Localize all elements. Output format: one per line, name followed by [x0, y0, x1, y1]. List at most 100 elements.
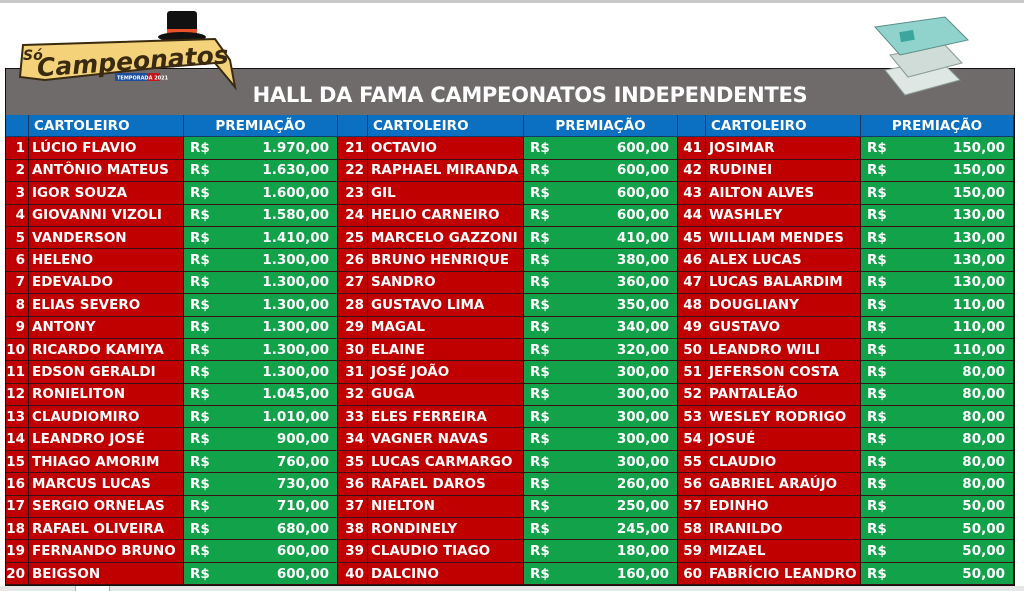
prize-value: 50,00	[962, 565, 1005, 582]
prize-cell: R$ 340,00	[524, 316, 678, 339]
rank-cell: 38	[338, 518, 368, 541]
prize-cell: R$ 1.300,00	[184, 361, 338, 384]
prize-cell: R$ 1.045,00	[184, 383, 338, 407]
prize-cell: R$ 1.580,00	[184, 204, 338, 227]
player-name-cell: RAFAEL OLIVEIRA	[29, 518, 184, 541]
currency-symbol: R$	[867, 184, 887, 201]
currency-symbol: R$	[190, 140, 210, 157]
prize-value: 760,00	[276, 453, 329, 470]
rank-cell: 13	[6, 406, 29, 429]
prize-value: 350,00	[616, 296, 669, 313]
rank-cell: 55	[678, 450, 706, 474]
rank-cell: 37	[338, 495, 368, 519]
currency-symbol: R$	[867, 207, 887, 224]
player-name-cell: RAFAEL DAROS	[368, 473, 524, 496]
rank-cell: 47	[678, 271, 706, 295]
prize-cell: R$ 80,00	[861, 473, 1014, 496]
currency-symbol: R$	[530, 408, 550, 425]
rank-cell: 8	[6, 294, 29, 317]
hall-of-fame-sheet: HALL DA FAMA CAMPEONATOS INDEPENDENTES C…	[5, 68, 1015, 586]
rank-cell: 7	[6, 271, 29, 295]
prize-value: 130,00	[952, 229, 1005, 246]
prize-cell: R$ 1.300,00	[184, 316, 338, 339]
header-premiacao: PREMIAÇÃO	[524, 115, 678, 138]
rank-cell: 25	[338, 226, 368, 250]
prize-value: 600,00	[616, 207, 669, 224]
prize-cell: R$ 300,00	[524, 406, 678, 429]
currency-symbol: R$	[530, 229, 550, 246]
rank-cell: 51	[678, 361, 706, 384]
player-name-cell: JOSÉ JOÃO	[368, 361, 524, 384]
currency-symbol: R$	[190, 475, 210, 492]
rank-cell: 42	[678, 159, 706, 183]
prize-cell: R$ 150,00	[861, 182, 1014, 205]
header-rank-blank	[6, 115, 29, 138]
prize-value: 160,00	[616, 565, 669, 582]
currency-symbol: R$	[867, 319, 887, 336]
rank-cell: 31	[338, 361, 368, 384]
currency-symbol: R$	[530, 296, 550, 313]
rank-cell: 12	[6, 383, 29, 407]
prize-cell: R$ 50,00	[861, 562, 1014, 586]
prize-value: 1.300,00	[262, 274, 329, 291]
prize-cell: R$ 730,00	[184, 473, 338, 496]
currency-symbol: R$	[190, 543, 210, 560]
player-name-cell: HELIO CARNEIRO	[368, 204, 524, 227]
rank-cell: 36	[338, 473, 368, 496]
currency-symbol: R$	[530, 274, 550, 291]
prize-value: 50,00	[962, 498, 1005, 515]
rank-cell: 60	[678, 562, 706, 586]
player-name-cell: GIL	[368, 182, 524, 205]
currency-symbol: R$	[867, 363, 887, 380]
prize-value: 600,00	[616, 162, 669, 179]
prize-cell: R$ 110,00	[861, 338, 1014, 362]
currency-symbol: R$	[190, 162, 210, 179]
currency-symbol: R$	[867, 386, 887, 403]
rank-cell: 59	[678, 540, 706, 563]
prize-cell: R$ 350,00	[524, 294, 678, 317]
rank-cell: 57	[678, 495, 706, 519]
currency-symbol: R$	[867, 274, 887, 291]
prize-value: 80,00	[962, 408, 1005, 425]
prize-value: 900,00	[276, 431, 329, 448]
prize-cell: R$ 360,00	[524, 271, 678, 295]
player-name-cell: WASHLEY	[706, 204, 861, 227]
prize-cell: R$ 50,00	[861, 495, 1014, 519]
player-name-cell: JOSUÉ	[706, 428, 861, 451]
prize-value: 360,00	[616, 274, 669, 291]
player-name-cell: CLAUDIO TIAGO	[368, 540, 524, 563]
prize-value: 1.600,00	[262, 184, 329, 201]
currency-symbol: R$	[190, 274, 210, 291]
prize-value: 50,00	[962, 520, 1005, 537]
currency-symbol: R$	[530, 184, 550, 201]
rank-cell: 9	[6, 316, 29, 339]
prize-cell: R$ 300,00	[524, 383, 678, 407]
player-name-cell: MAGAL	[368, 316, 524, 339]
sheet-tab-active[interactable]	[75, 586, 110, 591]
currency-symbol: R$	[190, 498, 210, 515]
rank-cell: 10	[6, 338, 29, 362]
player-name-cell: SANDRO	[368, 271, 524, 295]
prize-cell: R$ 80,00	[861, 428, 1014, 451]
prize-cell: R$ 600,00	[524, 159, 678, 183]
prize-cell: R$ 300,00	[524, 450, 678, 474]
player-name-cell: EDEVALDO	[29, 271, 184, 295]
prize-cell: R$ 260,00	[524, 473, 678, 496]
prize-value: 1.410,00	[262, 229, 329, 246]
currency-symbol: R$	[530, 475, 550, 492]
prize-cell: R$ 160,00	[524, 562, 678, 586]
prize-value: 380,00	[616, 252, 669, 269]
player-name-cell: LUCAS BALARDIM	[706, 271, 861, 295]
currency-symbol: R$	[867, 408, 887, 425]
prize-cell: R$ 1.600,00	[184, 182, 338, 205]
player-name-cell: ELIAS SEVERO	[29, 294, 184, 317]
prize-value: 600,00	[276, 543, 329, 560]
money-stack-image	[874, 16, 969, 96]
player-name-cell: IGOR SOUZA	[29, 182, 184, 205]
currency-symbol: R$	[867, 341, 887, 358]
currency-symbol: R$	[530, 520, 550, 537]
prize-value: 600,00	[276, 565, 329, 582]
rank-cell: 28	[338, 294, 368, 317]
rank-cell: 22	[338, 159, 368, 183]
player-name-cell: LUCAS CARMARGO	[368, 450, 524, 474]
